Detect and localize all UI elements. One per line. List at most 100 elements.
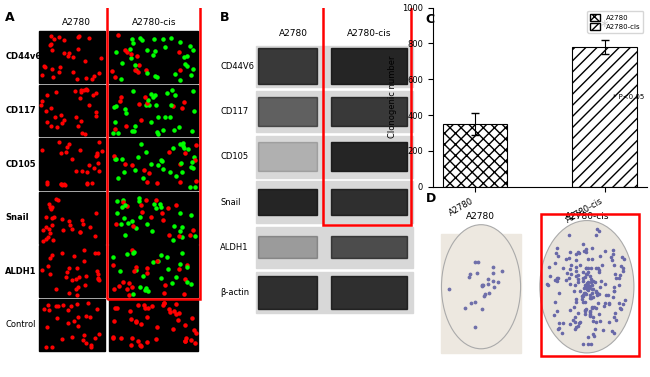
Point [112, 305, 122, 311]
Point [109, 74, 120, 80]
Point [595, 319, 605, 325]
Point [48, 74, 58, 80]
Point [604, 300, 614, 306]
Text: Control: Control [5, 320, 36, 329]
Point [42, 324, 52, 330]
Point [571, 257, 582, 263]
Point [42, 118, 53, 124]
Point [586, 276, 597, 282]
Point [152, 258, 162, 264]
Bar [258, 276, 317, 309]
Point [188, 66, 199, 72]
Point [188, 227, 198, 233]
Point [551, 277, 562, 284]
Point [151, 197, 162, 203]
Point [45, 204, 55, 210]
Point [141, 197, 151, 203]
Point [586, 290, 597, 296]
Point [560, 256, 571, 262]
Point [580, 290, 590, 296]
Point [173, 317, 183, 323]
Point [131, 264, 142, 270]
Point [71, 168, 81, 174]
Point [75, 229, 86, 235]
Point [567, 317, 578, 323]
Point [584, 273, 595, 279]
Point [36, 147, 47, 153]
Point [557, 330, 567, 336]
Point [584, 308, 595, 314]
Point [582, 287, 593, 293]
Point [116, 94, 127, 100]
Point [586, 296, 596, 302]
Point [142, 221, 153, 227]
Point [116, 336, 126, 342]
Point [94, 331, 105, 337]
Point [600, 300, 610, 307]
Point [580, 291, 591, 297]
Point [493, 279, 503, 285]
Point [482, 281, 493, 287]
Point [553, 326, 564, 332]
Point [484, 290, 494, 296]
Point [43, 234, 53, 240]
Point [566, 271, 577, 277]
Text: CD44V6: CD44V6 [220, 62, 254, 71]
Point [587, 305, 597, 311]
Point [168, 326, 178, 333]
Point [125, 46, 135, 52]
Point [596, 278, 606, 284]
Point [142, 265, 152, 271]
Point [609, 314, 619, 320]
Point [610, 274, 621, 280]
Point [171, 173, 181, 179]
Point [156, 274, 166, 280]
Point [126, 247, 136, 253]
Point [151, 74, 162, 80]
Point [594, 284, 604, 290]
Point [152, 324, 162, 330]
Point [69, 253, 79, 259]
Point [136, 117, 147, 123]
Ellipse shape [540, 221, 634, 353]
Point [150, 73, 161, 79]
Point [76, 87, 86, 93]
Point [587, 282, 597, 288]
Point [46, 255, 56, 261]
Text: ALDH1: ALDH1 [220, 243, 248, 252]
Point [160, 114, 170, 120]
Point [110, 156, 120, 162]
Point [582, 265, 593, 271]
Point [582, 284, 592, 290]
Point [551, 250, 561, 256]
Bar [572, 47, 637, 187]
Point [179, 99, 189, 105]
Point [582, 284, 593, 290]
Point [64, 290, 75, 296]
Point [133, 101, 144, 107]
Point [599, 248, 610, 254]
Point [58, 37, 69, 43]
Legend: A2780, A2780-cis: A2780, A2780-cis [587, 11, 644, 33]
Point [168, 308, 179, 314]
Point [158, 217, 168, 223]
Point [588, 286, 599, 292]
Text: Snail: Snail [220, 198, 240, 207]
Point [133, 198, 144, 204]
Point [543, 282, 553, 288]
Point [64, 218, 75, 224]
Point [72, 286, 82, 292]
Point [72, 76, 83, 82]
Point [133, 195, 144, 201]
Point [488, 264, 498, 270]
Point [67, 226, 77, 232]
Point [174, 39, 185, 45]
Point [584, 309, 595, 315]
Point [553, 320, 564, 326]
Point [599, 303, 609, 309]
Point [53, 197, 63, 203]
Point [588, 279, 599, 285]
Point [91, 153, 101, 159]
Point [109, 286, 119, 292]
Point [188, 165, 198, 171]
